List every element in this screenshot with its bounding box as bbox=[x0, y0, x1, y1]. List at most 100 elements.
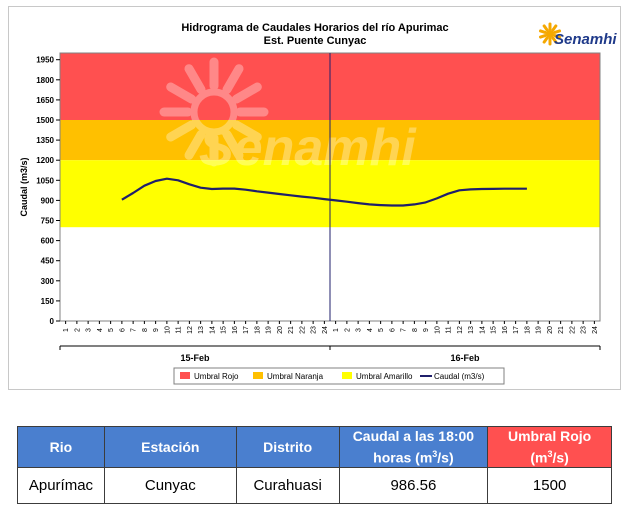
x-tick-label: 20 bbox=[547, 326, 554, 334]
logo-ray bbox=[542, 24, 549, 32]
x-tick-label: 9 bbox=[153, 328, 160, 332]
table-header-row: Rio Estación Distrito Caudal a las 18:00… bbox=[17, 426, 612, 468]
x-tick-label: 24 bbox=[592, 326, 599, 334]
x-tick-label: 22 bbox=[569, 326, 576, 334]
legend-swatch bbox=[180, 372, 190, 379]
header-umbral-rojo: Umbral Rojo (m3/s) bbox=[487, 426, 612, 468]
y-tick-label: 1500 bbox=[36, 116, 54, 125]
cell-rio: Apurímac bbox=[17, 467, 105, 504]
legend-swatch bbox=[253, 372, 263, 379]
logo-ray bbox=[538, 29, 547, 34]
x-tick-label: 12 bbox=[457, 326, 464, 334]
x-tick-label: 21 bbox=[558, 326, 565, 334]
y-tick-label: 300 bbox=[41, 277, 55, 286]
x-tick-label: 11 bbox=[176, 326, 183, 333]
y-tick-label: 1650 bbox=[36, 96, 54, 105]
x-tick-label: 23 bbox=[581, 326, 588, 334]
x-tick-label: 17 bbox=[243, 326, 250, 334]
cell-umbral-rojo: 1500 bbox=[487, 467, 612, 504]
hydrograph-chart: Hidrograma de Caudales Horarios del río … bbox=[19, 22, 617, 385]
watermark-ray bbox=[166, 120, 196, 142]
x-tick-label: 16 bbox=[502, 326, 509, 334]
y-tick-label: 1050 bbox=[36, 176, 54, 185]
x-tick-label: 5 bbox=[108, 328, 115, 332]
y-tick-label: 450 bbox=[41, 257, 55, 266]
header-caudal: Caudal a las 18:00 horas (m3/s) bbox=[338, 426, 489, 468]
legend-label: Caudal (m3/s) bbox=[434, 372, 485, 381]
header-distrito: Distrito bbox=[235, 426, 340, 468]
y-tick-label: 150 bbox=[41, 297, 55, 306]
logo-ray bbox=[542, 36, 549, 44]
logo-ray bbox=[538, 34, 547, 39]
x-tick-label: 19 bbox=[266, 326, 273, 334]
x-tick-label: 15 bbox=[221, 326, 228, 334]
day-label: 16-Feb bbox=[450, 353, 480, 363]
x-tick-label: 8 bbox=[142, 328, 149, 332]
chart-title: Hidrograma de Caudales Horarios del río … bbox=[181, 22, 448, 34]
x-tick-label: 4 bbox=[367, 328, 374, 332]
watermark-ray bbox=[166, 82, 196, 104]
x-tick-label: 7 bbox=[131, 328, 138, 332]
x-tick-label: 19 bbox=[536, 326, 543, 334]
logo-ray bbox=[551, 36, 558, 44]
x-tick-label: 5 bbox=[378, 328, 385, 332]
legend-label: Umbral Naranja bbox=[267, 372, 324, 381]
x-tick-label: 20 bbox=[277, 326, 284, 334]
y-axis-label: Caudal (m3/s) bbox=[19, 157, 29, 216]
watermark-ray bbox=[232, 120, 262, 142]
watermark-ray bbox=[184, 130, 206, 160]
x-tick-label: 10 bbox=[164, 326, 171, 334]
y-tick-label: 750 bbox=[41, 217, 55, 226]
x-tick-label: 11 bbox=[446, 326, 453, 333]
logo-ray bbox=[553, 29, 562, 34]
x-tick-label: 2 bbox=[344, 328, 351, 332]
header-estacion: Estación bbox=[103, 426, 237, 468]
header-rio: Rio bbox=[17, 426, 105, 468]
x-tick-label: 13 bbox=[198, 326, 205, 334]
cell-estacion: Cunyac bbox=[103, 467, 237, 504]
x-tick-label: 4 bbox=[97, 328, 104, 332]
x-tick-label: 3 bbox=[356, 328, 363, 332]
x-tick-label: 23 bbox=[311, 326, 318, 334]
x-tick-label: 21 bbox=[288, 326, 295, 334]
x-tick-label: 14 bbox=[209, 326, 216, 334]
cell-distrito: Curahuasi bbox=[235, 467, 340, 504]
watermark-ray bbox=[184, 64, 206, 94]
logo-sun bbox=[546, 30, 554, 38]
y-tick-label: 1200 bbox=[36, 156, 54, 165]
y-tick-label: 0 bbox=[50, 317, 55, 326]
x-tick-label: 13 bbox=[468, 326, 475, 334]
logo-ray bbox=[551, 24, 558, 32]
logo-text: Senamhi bbox=[554, 31, 617, 48]
watermark-sun bbox=[190, 88, 238, 136]
summary-table: Rio Estación Distrito Caudal a las 18:00… bbox=[17, 426, 612, 504]
x-tick-label: 10 bbox=[434, 326, 441, 334]
legend-label: Umbral Amarillo bbox=[356, 372, 413, 381]
x-tick-label: 16 bbox=[232, 326, 239, 334]
legend: Umbral Rojo Umbral Naranja Umbral Amarillo… bbox=[173, 367, 505, 385]
y-tick-label: 1800 bbox=[36, 76, 54, 85]
chart-frame: Hidrograma de Caudales Horarios del río … bbox=[8, 6, 621, 390]
watermark-ray bbox=[222, 130, 244, 160]
senamhi-logo: Senamhi bbox=[538, 22, 617, 48]
x-tick-label: 3 bbox=[86, 328, 93, 332]
y-tick-label: 1350 bbox=[36, 136, 54, 145]
x-tick-label: 15 bbox=[491, 326, 498, 334]
watermark-ray bbox=[232, 82, 262, 104]
x-tick-label: 2 bbox=[74, 328, 81, 332]
x-tick-label: 24 bbox=[322, 326, 329, 334]
table-row: Apurímac Cunyac Curahuasi 986.56 1500 bbox=[17, 467, 612, 504]
y-tick-label: 600 bbox=[41, 237, 55, 246]
legend-swatch bbox=[342, 372, 352, 379]
x-tick-label: 7 bbox=[401, 328, 408, 332]
x-tick-label: 14 bbox=[479, 326, 486, 334]
x-tick-label: 18 bbox=[524, 326, 531, 334]
x-tick-label: 1 bbox=[333, 328, 340, 332]
x-tick-label: 8 bbox=[412, 328, 419, 332]
x-tick-label: 17 bbox=[513, 326, 520, 334]
x-tick-label: 6 bbox=[389, 328, 396, 332]
x-tick-label: 1 bbox=[63, 328, 70, 332]
watermark-text: Senamhi bbox=[199, 119, 417, 177]
logo-ray bbox=[553, 34, 562, 39]
x-tick-label: 18 bbox=[254, 326, 261, 334]
